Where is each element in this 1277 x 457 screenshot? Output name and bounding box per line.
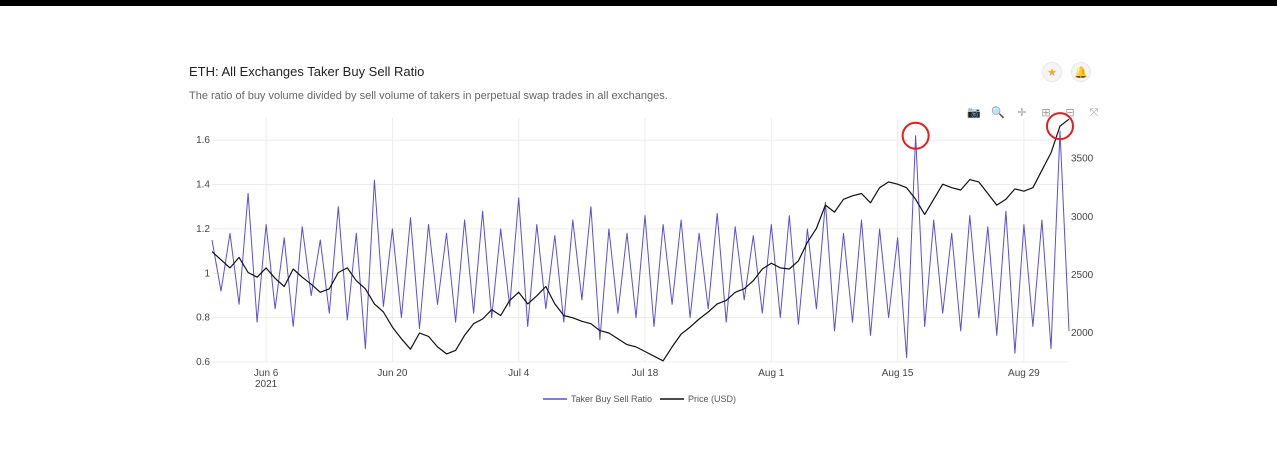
price-series-line [211,118,1070,362]
zoom-out-icon[interactable]: ⊟ [1065,107,1075,119]
alert-button[interactable]: 🔔 [1071,62,1091,82]
y-right-tick-label: 3500 [1071,154,1094,165]
y-right-tick-label: 3000 [1071,212,1094,223]
x-tick-label: Jun 20 [377,368,407,379]
series-layer [211,118,1070,362]
x-tick-sublabel: 2021 [255,379,278,390]
x-tick-label: Aug 1 [758,368,785,379]
zoom-in-icon[interactable]: ⊞ [1041,107,1051,119]
y-left-tick-label: 0.6 [196,357,210,368]
y-left-tick-label: 1.4 [196,180,210,191]
chart-title: ETH: All Exchanges Taker Buy Sell Ratio [189,64,425,79]
x-tick-label: Jun 6 [254,368,279,379]
y-left-tick-label: 1.2 [196,224,210,235]
y-left-tick-label: 1 [204,268,210,279]
x-tick-label: Jul 4 [508,368,530,379]
chart-subtitle: The ratio of buy volume divided by sell … [189,90,668,102]
star-icon: ★ [1047,67,1057,79]
x-tick-label: Aug 29 [1008,368,1040,379]
y-left-tick-label: 0.8 [196,313,210,324]
y-left-tick-label: 1.6 [196,135,210,146]
x-tick-label: Jul 18 [632,368,659,379]
zoom-icon[interactable]: 🔍 [991,107,1005,119]
camera-icon[interactable]: 📷 [967,107,981,119]
ratio-series-line [211,130,1070,359]
x-tick-label: Aug 15 [882,368,914,379]
highlight-layer [901,112,1074,150]
chart-modebar: 📷 🔍 ✛ ⊞ ⊟ ⤧ [966,106,1110,120]
y-right-tick-label: 2500 [1071,270,1094,281]
legend-label: Taker Buy Sell Ratio [571,394,652,404]
bell-icon: 🔔 [1074,67,1088,79]
pan-icon[interactable]: ✛ [1017,107,1027,119]
highlight-circle [901,121,930,150]
legend-label: Price (USD) [688,394,736,404]
top-black-bar [0,0,1277,6]
autoscale-icon[interactable]: ⤧ [1089,107,1099,119]
y-right-axis-ticks: 2000 2500 3000 3500 [1071,154,1094,339]
y-left-axis-ticks: 0.6 0.8 1 1.2 1.4 1.6 [196,135,210,368]
legend[interactable]: Taker Buy Sell Ratio Price (USD) [543,394,736,404]
highlight-circle [1045,112,1074,141]
favorite-button[interactable]: ★ [1042,62,1062,82]
y-right-tick-label: 2000 [1071,328,1094,339]
